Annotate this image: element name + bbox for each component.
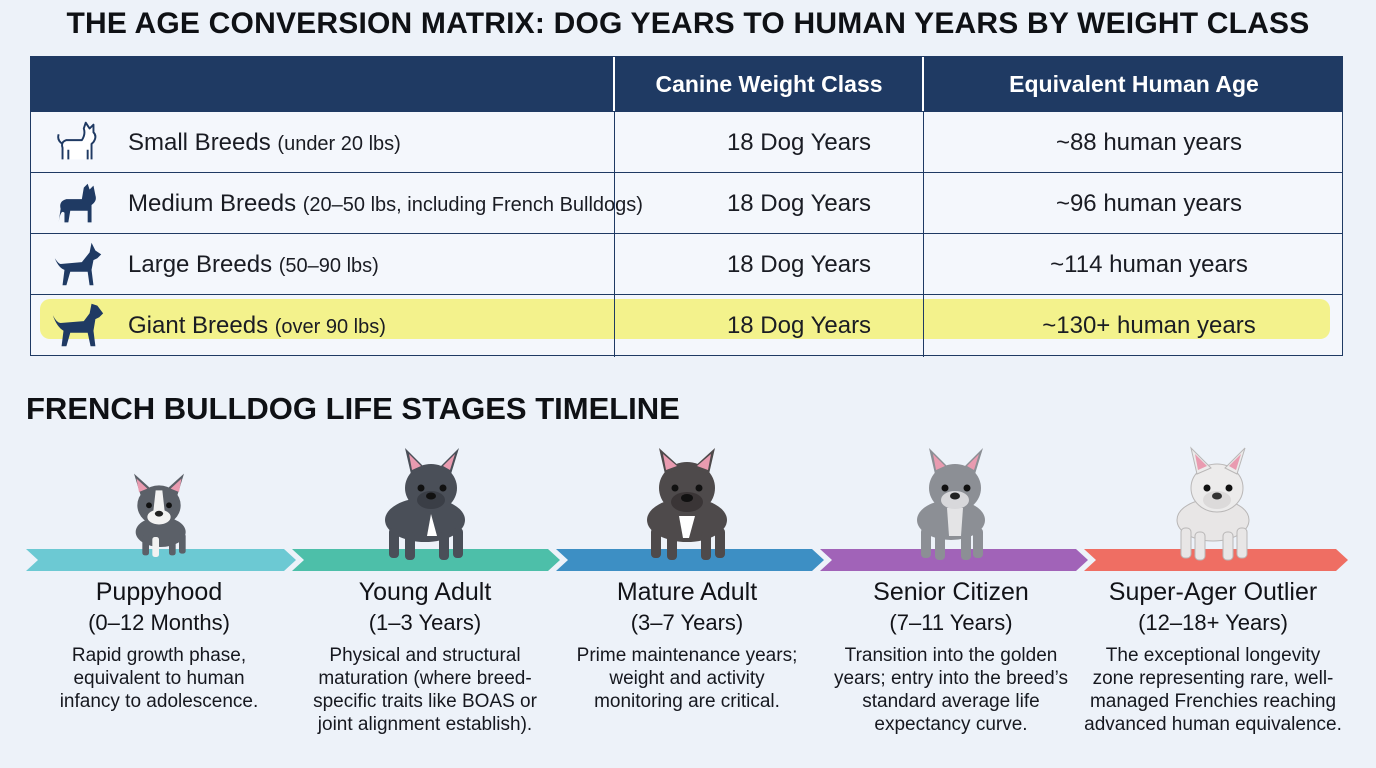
timeline-segment-senior xyxy=(820,549,1088,571)
puppy-bulldog-icon xyxy=(134,473,186,557)
young-bulldog-icon xyxy=(385,448,465,560)
adult-bulldog-icon xyxy=(647,448,727,560)
table-row: Large Breeds (50–90 lbs) 18 Dog Years ~1… xyxy=(31,233,1342,294)
breed-name: Medium Breeds (20–50 lbs, including Fren… xyxy=(128,190,643,217)
stage-description: Prime maintenance years; weight and activ… xyxy=(576,645,798,712)
human-years-value: ~114 human years xyxy=(1050,251,1248,278)
large-dog-silhouette-icon xyxy=(54,242,102,286)
column-divider xyxy=(614,111,615,357)
stage-description: Rapid growth phase, equivalent to human in… xyxy=(59,645,259,712)
super-ager-bulldog-icon xyxy=(1176,446,1250,561)
row-highlight xyxy=(40,299,1330,339)
matrix-header: Canine Weight Class Equivalent Human Age xyxy=(31,57,1342,111)
stage-description: Physical and structural maturation (where… xyxy=(313,645,537,735)
page-title: THE AGE CONVERSION MATRIX: DOG YEARS TO … xyxy=(66,7,1310,40)
stage-label: Young Adult xyxy=(358,578,492,606)
stage-label: Senior Citizen xyxy=(873,578,1029,606)
table-row: Medium Breeds (20–50 lbs, including Fren… xyxy=(31,172,1342,233)
stage-young-adult: Young Adult (1–3 Years) Physical and str… xyxy=(290,444,560,735)
dog-years-value: 18 Dog Years xyxy=(726,312,872,339)
stage-range: (1–3 Years) xyxy=(368,610,482,635)
stage-puppyhood: Puppyhood (0–12 Months) Rapid growth pha… xyxy=(24,444,294,712)
human-years-value: ~130+ human years xyxy=(1042,312,1256,339)
timeline-segment-young-adult xyxy=(292,549,560,571)
stage-range: (3–7 Years) xyxy=(630,610,744,635)
small-dog-outline-icon xyxy=(57,121,97,160)
breed-name: Small Breeds (under 20 lbs) xyxy=(128,129,401,156)
dog-years-value: 18 Dog Years xyxy=(726,251,872,278)
stage-senior-citizen: Senior Citizen (7–11 Years) Transition i… xyxy=(816,444,1086,735)
medium-dog-silhouette-icon xyxy=(58,183,96,223)
breed-name: Giant Breeds (over 90 lbs) xyxy=(128,312,386,339)
header-blank xyxy=(31,57,614,111)
stage-range: (12–18+ Years) xyxy=(1138,610,1288,635)
human-years-value: ~88 human years xyxy=(1055,129,1243,156)
table-row: Small Breeds (under 20 lbs) 18 Dog Years… xyxy=(31,111,1342,172)
stage-range: (7–11 Years) xyxy=(889,610,1013,635)
stage-description: The exceptional longevity zone representi… xyxy=(1084,645,1342,735)
stage-label: Mature Adult xyxy=(616,578,758,606)
stage-super-ager: Super-Ager Outlier (12–18+ Years) The ex… xyxy=(1078,444,1348,735)
dog-years-value: 18 Dog Years xyxy=(726,190,872,217)
dog-years-value: 18 Dog Years xyxy=(726,129,872,156)
giant-dog-silhouette-icon xyxy=(52,303,104,347)
stage-description: Transition into the golden years; entry i… xyxy=(833,645,1069,735)
senior-bulldog-icon xyxy=(917,448,985,560)
header-divider xyxy=(922,57,924,111)
header-weight-class: Canine Weight Class xyxy=(655,71,883,97)
timeline-arrow-band xyxy=(26,549,1348,571)
column-divider xyxy=(923,111,924,357)
timeline-title: FRENCH BULLDOG LIFE STAGES TIMELINE xyxy=(26,391,680,426)
header-divider xyxy=(613,57,615,111)
stage-range: (0–12 Months) xyxy=(88,610,230,635)
stage-label: Super-Ager Outlier xyxy=(1108,578,1318,606)
stage-label: Puppyhood xyxy=(95,578,223,606)
header-human-age: Equivalent Human Age xyxy=(1009,71,1259,97)
breed-name: Large Breeds (50–90 lbs) xyxy=(128,251,379,278)
timeline-segment-puppyhood xyxy=(26,549,296,571)
timeline-segment-mature-adult xyxy=(556,549,824,571)
stage-mature-adult: Mature Adult (3–7 Years) Prime maintenan… xyxy=(552,444,822,712)
table-row-highlighted: Giant Breeds (over 90 lbs) 18 Dog Years … xyxy=(31,294,1342,357)
human-years-value: ~96 human years xyxy=(1055,190,1243,217)
age-conversion-matrix: Canine Weight Class Equivalent Human Age… xyxy=(30,56,1343,357)
timeline-segment-super-ager xyxy=(1084,549,1348,571)
